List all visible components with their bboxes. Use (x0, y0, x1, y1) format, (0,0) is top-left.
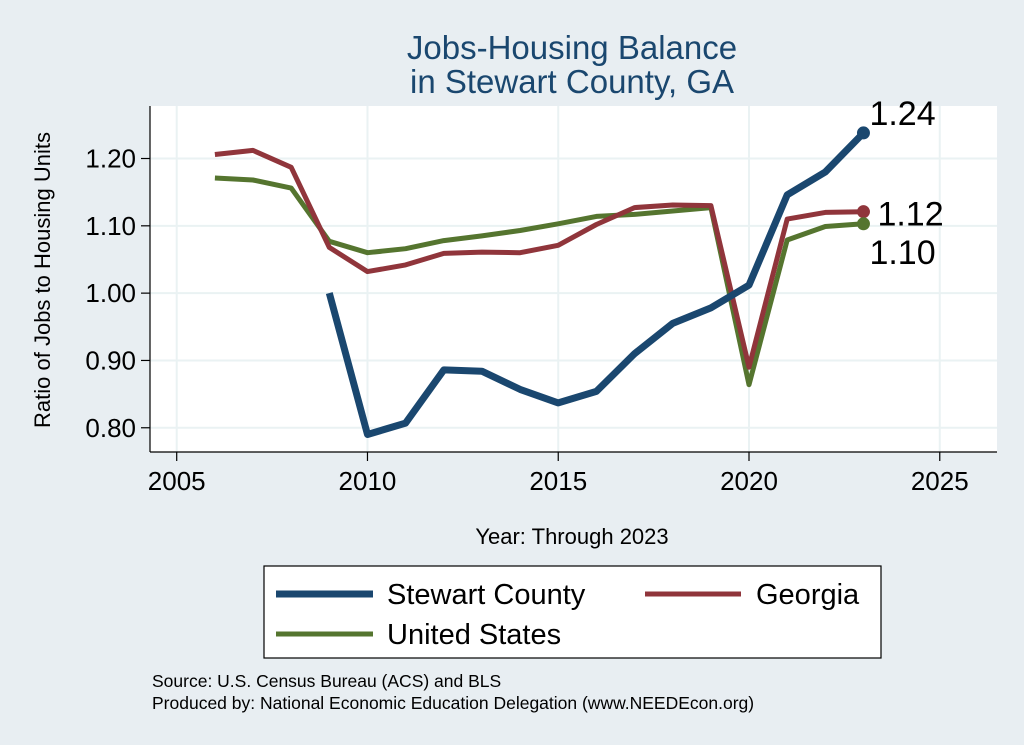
legend-box (263, 565, 882, 659)
end-label-united-states: 1.10 (869, 234, 935, 272)
y-tick-label: 1.10 (85, 211, 136, 241)
legend-label-united-states: United States (387, 619, 561, 651)
axis-ticks: 0.80 0.90 1.00 1.10 1.20 2005 2010 2015 2020 2025 (85, 144, 968, 496)
end-point-stewart-county (856, 126, 870, 140)
end-label-georgia: 1.12 (877, 196, 943, 234)
x-axis-title: Year: Through 2023 (475, 524, 668, 549)
end-point-united-states (856, 217, 870, 231)
legend-label-stewart-county: Stewart County (387, 579, 586, 611)
plot-area (150, 106, 997, 452)
y-axis-title: Ratio of Jobs to Housing Units (30, 132, 55, 428)
series-line-georgia (214, 147, 864, 370)
x-tick-label: 2025 (911, 466, 969, 496)
x-tick-label: 2020 (720, 466, 778, 496)
gridlines (150, 106, 997, 452)
series-layer: 1.24 1.121.10 (214, 95, 944, 438)
end-point-georgia (856, 205, 870, 219)
y-tick-label: 0.90 (85, 345, 136, 375)
chart-title-line-1: Jobs-Housing Balance (407, 29, 737, 66)
end-label-stewart-county: 1.24 (869, 95, 935, 133)
y-tick-label: 0.80 (85, 413, 136, 443)
chart-title-line-2: in Stewart County, GA (410, 63, 734, 100)
series-line-stewart-county (325, 130, 867, 438)
y-tick-label: 1.20 (85, 144, 136, 174)
y-tick-label: 1.00 (85, 278, 136, 308)
legend: Stewart County Georgia United States (263, 565, 882, 659)
x-tick-label: 2015 (529, 466, 587, 496)
produced-by-line: Produced by: National Economic Education… (152, 693, 754, 713)
legend-label-georgia: Georgia (756, 579, 860, 611)
x-tick-label: 2010 (339, 466, 397, 496)
source-line: Source: U.S. Census Bureau (ACS) and BLS (152, 671, 501, 691)
x-tick-label: 2005 (148, 466, 206, 496)
